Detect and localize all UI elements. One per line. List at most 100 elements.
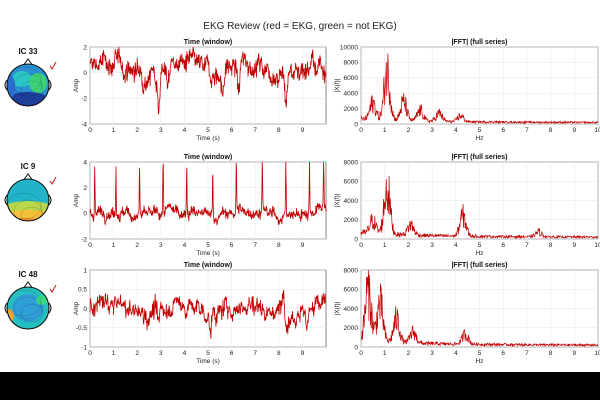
topoplot-band — [12, 294, 44, 322]
bottom-bar — [0, 372, 600, 400]
x-tick-label: 0 — [359, 127, 363, 134]
y-tick-label: 0 — [83, 211, 87, 218]
x-tick-label: 0 — [359, 350, 363, 357]
y-tick-label: 8000 — [344, 267, 359, 274]
x-tick-label: 10 — [594, 350, 600, 357]
y-tick-label: 0 — [354, 236, 358, 243]
topoplot-band — [8, 92, 48, 106]
topoplot-contour — [13, 199, 43, 221]
x-tick-label: 0 — [88, 350, 92, 357]
x-tick-label: 3 — [159, 350, 163, 357]
x-tick-label: 5 — [206, 127, 210, 134]
head-ear-left — [4, 194, 8, 206]
topoplot-band — [7, 218, 49, 221]
x-tick-label: 5 — [206, 350, 210, 357]
y-tick-label: 8000 — [344, 159, 359, 166]
y-tick-label: 6000 — [344, 179, 359, 186]
x-tick-label: 7 — [525, 350, 529, 357]
x-tick-label: 1 — [112, 350, 116, 357]
x-tick-label: 4 — [454, 350, 458, 357]
x-tick-label: 0 — [359, 242, 363, 249]
y-tick-label: 0 — [83, 306, 87, 313]
x-tick-label: 3 — [159, 127, 163, 134]
x-tick-label: 2 — [407, 127, 411, 134]
x-tick-label: 9 — [572, 127, 576, 134]
x-tick-label: 3 — [430, 242, 434, 249]
component-label: IC 33 — [18, 47, 38, 56]
component-label: IC 9 — [21, 162, 36, 171]
time-axes-0: 0 1 2 3 4 5 6 7 8 9 -4 -2 0 2 Time (window) Time (s) Amp — [73, 39, 327, 142]
x-tick-label: 2 — [407, 350, 411, 357]
x-tick-label: 0 — [88, 127, 92, 134]
x-tick-label: 0 — [88, 242, 92, 249]
x-tick-label: 9 — [301, 242, 305, 249]
x-tick-label: 9 — [301, 127, 305, 134]
topoplot-map — [7, 64, 49, 106]
y-tick-label: 8000 — [344, 60, 359, 67]
topoplot-contour — [7, 289, 42, 317]
x-tick-label: 7 — [253, 350, 257, 357]
x-axis-label: Hz — [476, 250, 484, 257]
x-tick-label: 4 — [454, 127, 458, 134]
x-tick-label: 1 — [383, 350, 387, 357]
figure-title: EKG Review (red = EKG, green = not EKG) — [203, 21, 396, 32]
ekg-check-icon — [49, 176, 57, 186]
x-tick-label: 5 — [478, 350, 482, 357]
head-outline — [6, 286, 50, 330]
x-axis-label: Hz — [476, 135, 484, 142]
x-tick-label: 4 — [183, 242, 187, 249]
fft-axes-2: 0 1 2 3 4 5 6 7 8 9 10 0 2000 4000 6000 8000 |FFT| (full… — [334, 262, 600, 365]
topoplot-contour — [7, 66, 42, 94]
x-tick-label: 8 — [549, 242, 553, 249]
x-tick-label: 7 — [525, 242, 529, 249]
x-tick-label: 3 — [159, 242, 163, 249]
topoplot-contour — [20, 80, 44, 100]
ekg-check-icon — [49, 61, 57, 71]
time-axes-title: Time (window) — [184, 154, 232, 161]
y-axis-label: Amp — [73, 193, 80, 207]
topoplot-contour — [13, 296, 43, 320]
x-tick-label: 8 — [277, 242, 281, 249]
topoplot-contour — [7, 192, 42, 220]
y-tick-label: 2000 — [344, 325, 359, 332]
fft-axes-1: 0 1 2 3 4 5 6 7 8 9 10 0 2000 4000 6000 8000 |FFT| (full… — [334, 154, 600, 257]
head-ear-right — [48, 194, 52, 206]
y-tick-label: 10000 — [340, 44, 358, 51]
x-tick-label: 8 — [549, 127, 553, 134]
x-tick-label: 7 — [525, 127, 529, 134]
y-tick-label: 2 — [83, 44, 87, 51]
x-tick-label: 9 — [301, 350, 305, 357]
y-tick-label: -2 — [81, 96, 87, 103]
y-tick-label: 0 — [354, 344, 358, 351]
y-tick-label: -4 — [81, 121, 87, 128]
x-tick-label: 7 — [253, 242, 257, 249]
x-tick-label: 5 — [478, 242, 482, 249]
y-tick-label: 4 — [83, 159, 87, 166]
x-tick-label: 2 — [135, 350, 139, 357]
y-tick-label: 4000 — [344, 198, 359, 205]
time-series-trace — [89, 289, 327, 339]
y-tick-label: 4000 — [344, 306, 359, 313]
x-tick-label: 6 — [501, 242, 505, 249]
fft-spectrum-trace — [360, 175, 599, 240]
y-tick-label: 1 — [83, 267, 87, 274]
x-tick-label: 7 — [253, 127, 257, 134]
ekg-check-icon — [49, 284, 57, 294]
y-tick-label: 2000 — [344, 106, 359, 113]
head-ear-left — [4, 79, 8, 91]
time-series-trace — [89, 161, 327, 226]
x-tick-label: 4 — [454, 242, 458, 249]
time-axes-2: 0 1 2 3 4 5 6 7 8 9 -1 -0.5 0 0.5 1 Time (window) Time (… — [73, 262, 327, 365]
x-tick-label: 3 — [430, 350, 434, 357]
y-axis-label: |X(f)| — [334, 193, 341, 207]
y-tick-label: 4000 — [344, 91, 359, 98]
x-tick-label: 8 — [277, 127, 281, 134]
fft-spectrum-trace — [360, 53, 599, 125]
fft-axes-title: |FFT| (full series) — [451, 154, 507, 161]
fft-spectrum-trace — [360, 269, 599, 348]
x-tick-label: 5 — [478, 127, 482, 134]
head-nose — [23, 58, 33, 65]
y-tick-label: 0 — [354, 121, 358, 128]
